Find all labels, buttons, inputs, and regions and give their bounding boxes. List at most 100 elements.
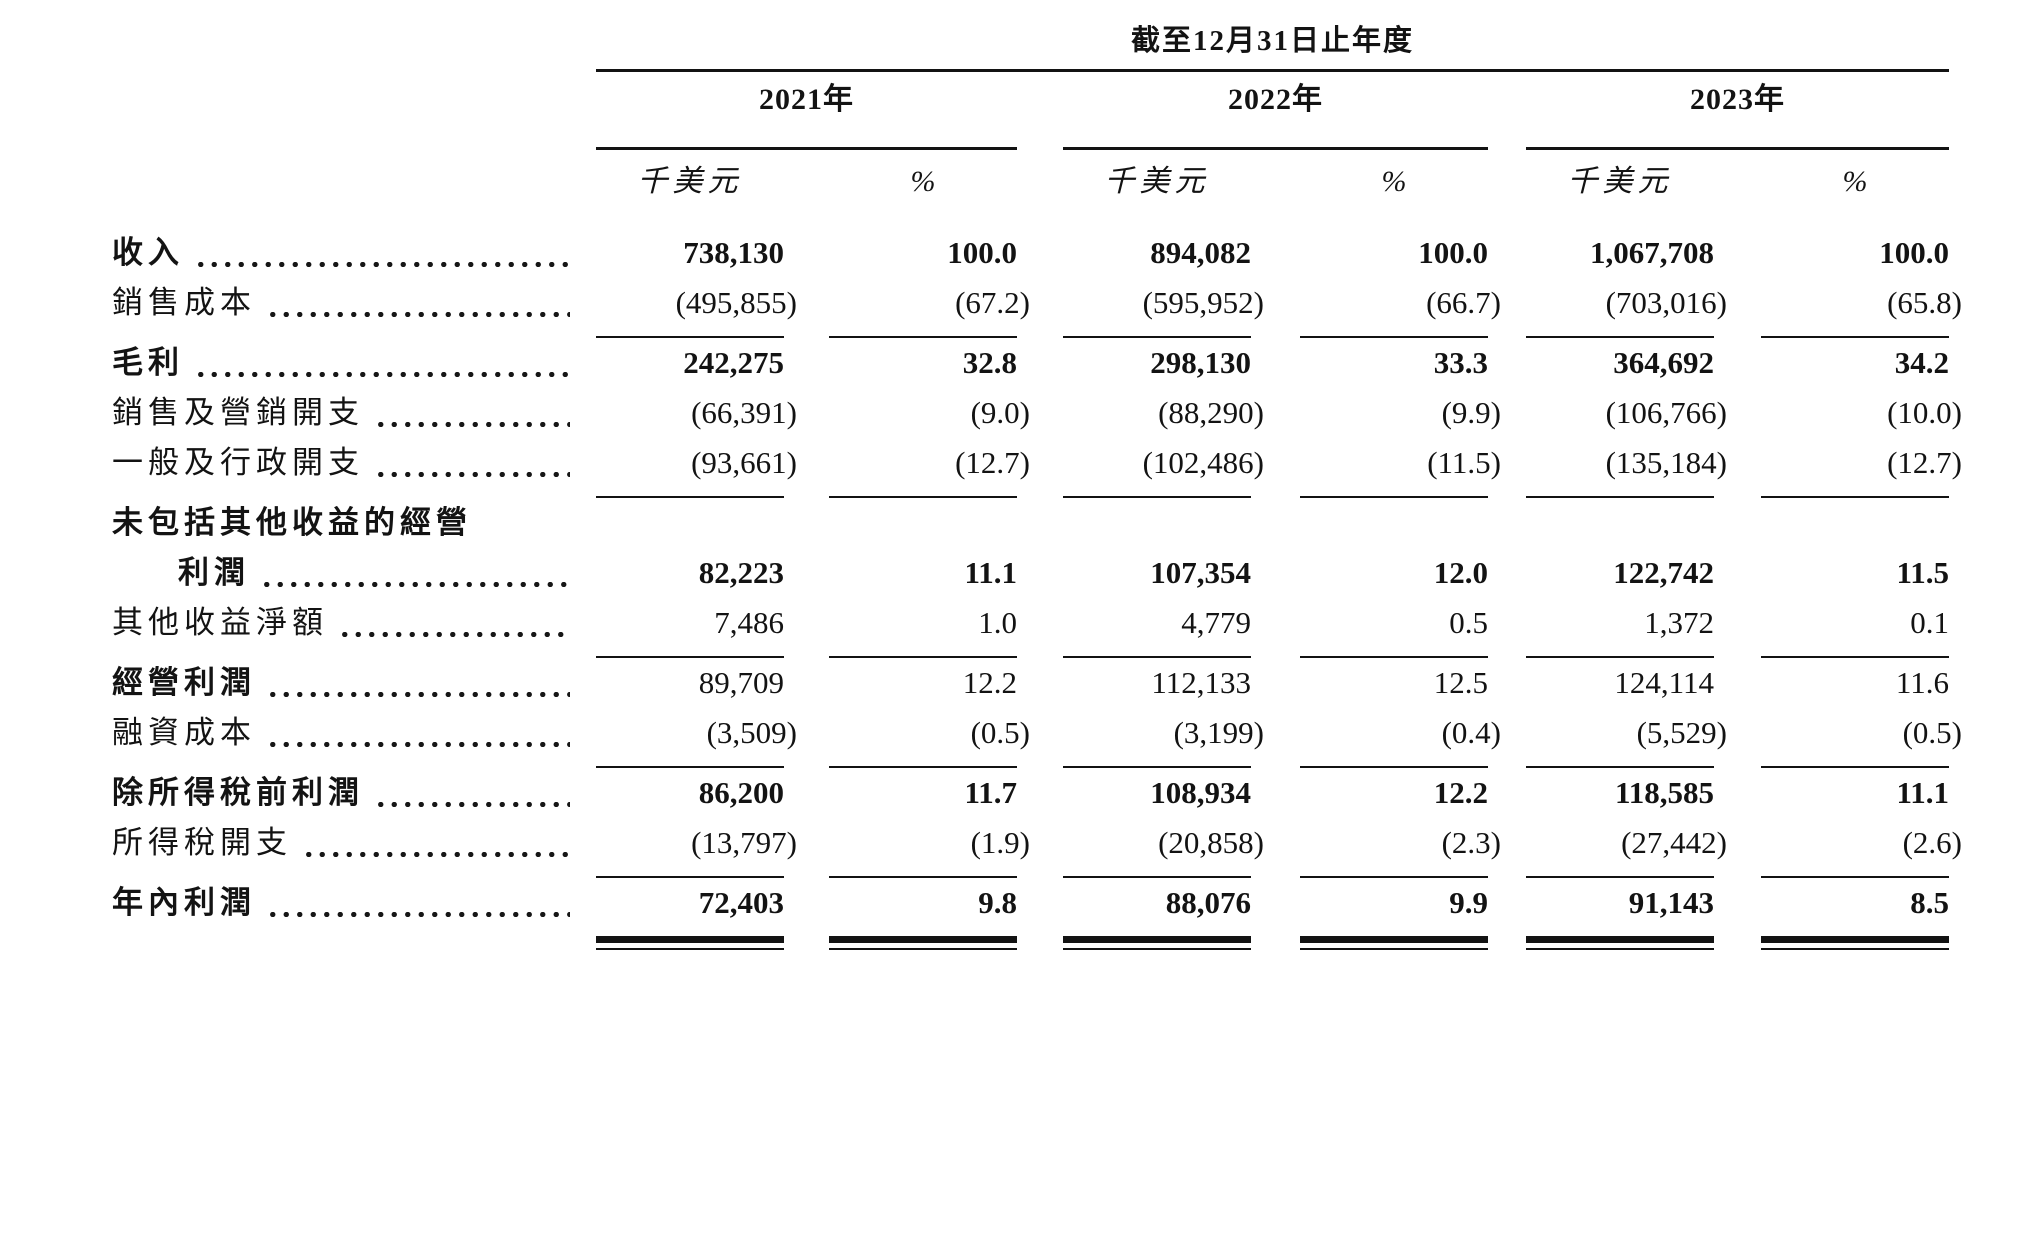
double-rule-thin-bar xyxy=(1526,947,1714,950)
year-header-row: 2021年 2022年 2023年 xyxy=(112,72,2040,128)
row-label-cell: 利潤 xyxy=(112,548,596,598)
table-row: 年內利潤 72,403 9.8 88,076 9.9 91,143 8.5 xyxy=(112,878,2040,928)
amount-cell: 124,114 xyxy=(1614,665,1714,700)
double-rule-thin-bar xyxy=(829,947,1017,950)
amount-cell: 91,143 xyxy=(1628,885,1714,920)
column-rule xyxy=(1063,655,1251,658)
column-rule-row xyxy=(112,648,2040,658)
percent-cell: 9.8 xyxy=(978,885,1017,920)
column-rule xyxy=(1761,495,1949,498)
percent-cell: 12.2 xyxy=(1433,775,1488,810)
percent-cell: 11.1 xyxy=(964,555,1017,590)
percent-cell: 9.9 xyxy=(1449,885,1488,920)
period-header-row: 截至12月31日止年度 xyxy=(112,18,2040,64)
year-rule-row xyxy=(112,128,2040,150)
closing-paren: ) xyxy=(1951,825,1962,860)
column-rule xyxy=(1063,495,1251,498)
column-rule xyxy=(1526,875,1714,878)
row-label-cell: 除所得稅前利潤 xyxy=(112,768,596,818)
amount-cell: (106,766) xyxy=(1526,388,1727,438)
period-rule-row xyxy=(112,64,2040,72)
column-rule-row xyxy=(112,328,2040,338)
row-label: 其他收益淨額 xyxy=(112,605,328,640)
percent-cell: (9.9) xyxy=(1300,388,1501,438)
column-rule-row xyxy=(112,758,2040,768)
percent-cell: (65.8) xyxy=(1761,278,1962,328)
row-label-cell: 一般及行政開支 xyxy=(112,438,596,488)
table-row: 銷售成本 (495,855) (67.2) (595,952) (66.7) (703,0… xyxy=(112,278,2040,328)
percent-cell: (10.0) xyxy=(1761,388,1962,438)
dot-leader xyxy=(266,742,570,747)
amount-cell: (102,486) xyxy=(1063,438,1264,488)
percent-cell: 0.5 xyxy=(1449,605,1488,640)
closing-paren: ) xyxy=(1019,285,1030,320)
amount-cell: (3,509) xyxy=(596,708,797,758)
row-label-cell: 銷售成本 xyxy=(112,278,596,328)
table-row: 經營利潤 89,709 12.2 112,133 12.5 124,114 11.6 xyxy=(112,658,2040,708)
row-label: 銷售成本 xyxy=(112,285,256,320)
column-rule xyxy=(829,655,1017,658)
year-rule-2023 xyxy=(1526,147,1949,150)
closing-paren: ) xyxy=(1253,285,1264,320)
amount-cell: (703,016) xyxy=(1526,278,1727,328)
closing-paren: ) xyxy=(1019,715,1030,750)
dot-leader xyxy=(374,472,570,477)
amount-cell: 82,223 xyxy=(698,555,784,590)
total-double-rule xyxy=(1761,935,1949,950)
amount-cell: 122,742 xyxy=(1613,555,1714,590)
double-rule-thick-bar xyxy=(1063,935,1251,943)
percent-cell: 11.7 xyxy=(964,775,1017,810)
row-label: 銷售及營銷開支 xyxy=(112,395,364,430)
closing-paren: ) xyxy=(1019,825,1030,860)
percent-cell: (67.2) xyxy=(829,278,1030,328)
column-rule xyxy=(1300,655,1488,658)
column-rule xyxy=(1063,765,1251,768)
financial-table-body: 收入 738,130 100.0 894,082 100.0 1,067,708 100.0… xyxy=(112,228,2040,950)
column-rule xyxy=(829,765,1017,768)
column-rule xyxy=(829,495,1017,498)
column-rule xyxy=(1300,495,1488,498)
amount-cell: (66,391) xyxy=(596,388,797,438)
amount-cell: (20,858) xyxy=(1063,818,1264,868)
closing-paren: ) xyxy=(1490,285,1501,320)
column-rule xyxy=(596,335,784,338)
percent-cell: 11.5 xyxy=(1896,555,1949,590)
total-double-rule xyxy=(829,935,1017,950)
column-rule xyxy=(1063,875,1251,878)
percent-cell: (1.9) xyxy=(829,818,1030,868)
year-header-2023: 2023年 xyxy=(1690,83,1785,116)
percent-cell: 11.6 xyxy=(1895,665,1949,700)
amount-cell: (5,529) xyxy=(1526,708,1727,758)
percent-cell: 0.1 xyxy=(1910,605,1949,640)
column-rule-row xyxy=(112,488,2040,498)
closing-paren: ) xyxy=(1253,825,1264,860)
row-label-cell: 年內利潤 xyxy=(112,878,596,928)
row-label: 除所得稅前利潤 xyxy=(112,775,364,810)
table-row: 一般及行政開支 (93,661) (12.7) (102,486) (11.5) (135… xyxy=(112,438,2040,488)
double-rule-thick-bar xyxy=(1300,935,1488,943)
row-label-cell: 未包括其他收益的經營 xyxy=(112,498,596,548)
dot-leader xyxy=(374,802,570,807)
table-row: 融資成本 (3,509) (0.5) (3,199) (0.4) (5,529) (0.5) xyxy=(112,708,2040,758)
row-label-cell: 經營利潤 xyxy=(112,658,596,708)
dot-leader xyxy=(374,422,570,427)
row-label-cell: 銷售及營銷開支 xyxy=(112,388,596,438)
year-rule-2022 xyxy=(1063,147,1488,150)
row-label: 毛利 xyxy=(112,345,184,380)
percent-cell: (0.4) xyxy=(1300,708,1501,758)
table-row: 所得稅開支 (13,797) (1.9) (20,858) (2.3) (27,442) (… xyxy=(112,818,2040,868)
total-double-rule xyxy=(1526,935,1714,950)
percent-cell: 11.1 xyxy=(1896,775,1949,810)
column-rule xyxy=(1526,655,1714,658)
table-row: 其他收益淨額 7,486 1.0 4,779 0.5 1,372 0.1 xyxy=(112,598,2040,648)
column-rule xyxy=(596,655,784,658)
amount-cell: 364,692 xyxy=(1613,345,1714,380)
dot-leader xyxy=(194,372,570,377)
amount-cell: (595,952) xyxy=(1063,278,1264,328)
dot-leader xyxy=(266,912,570,917)
closing-paren: ) xyxy=(1490,825,1501,860)
column-rule xyxy=(596,875,784,878)
amount-cell: 89,709 xyxy=(698,665,784,700)
total-double-rule-row xyxy=(112,928,2040,950)
row-label: 融資成本 xyxy=(112,715,256,750)
